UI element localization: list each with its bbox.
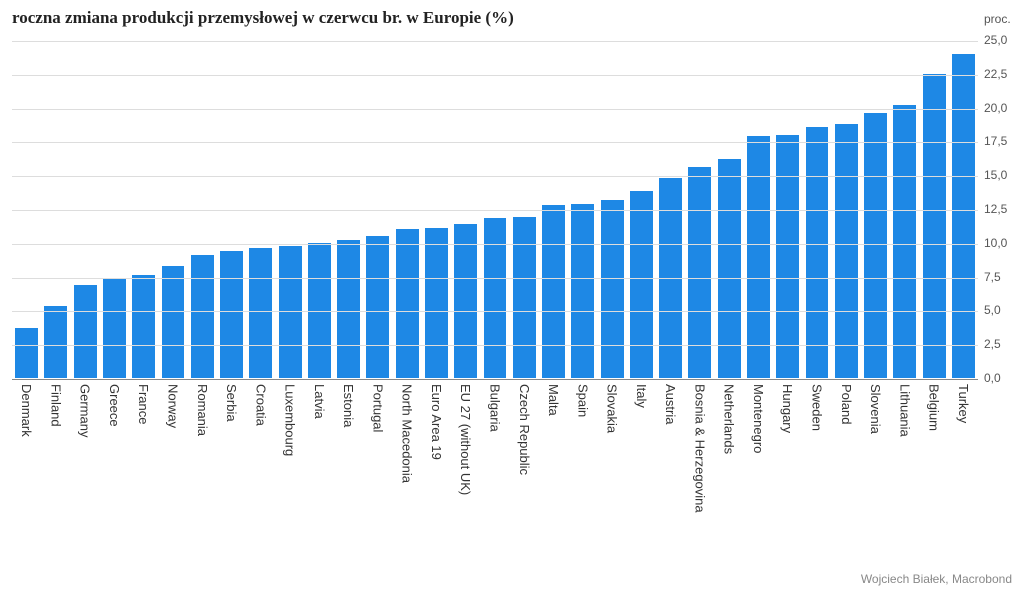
bar	[601, 200, 624, 378]
x-tick-label: Portugal	[370, 384, 385, 432]
x-tick-label: Montenegro	[751, 384, 766, 453]
chart-title: roczna zmiana produkcji przemysłowej w c…	[12, 8, 514, 28]
bar	[366, 236, 389, 378]
y-tick-label: 15,0	[984, 168, 1007, 182]
bar	[571, 204, 594, 378]
bar	[337, 240, 360, 378]
y-tick-label: 22,5	[984, 67, 1007, 81]
bar	[454, 224, 477, 378]
x-tick-label: Latvia	[312, 384, 327, 419]
bar	[513, 217, 536, 378]
grid-line	[12, 41, 978, 42]
bar	[893, 105, 916, 378]
bar	[542, 205, 565, 378]
x-tick-label: Romania	[195, 384, 210, 436]
grid-line	[12, 345, 978, 346]
chart-attribution: Wojciech Białek, Macrobond	[861, 572, 1012, 586]
x-tick-label: Italy	[634, 384, 649, 408]
x-tick-label: Finland	[48, 384, 63, 427]
x-tick-label: Spain	[575, 384, 590, 417]
bar	[103, 278, 126, 378]
grid-line	[12, 142, 978, 143]
x-tick-label: Germany	[78, 384, 93, 437]
x-tick-label: North Macedonia	[400, 384, 415, 483]
x-tick-label: Luxembourg	[283, 384, 298, 456]
bar	[396, 229, 419, 378]
x-tick-label: Bulgaria	[488, 384, 503, 432]
y-tick-label: 12,5	[984, 202, 1007, 216]
x-tick-label: Denmark	[19, 384, 34, 437]
y-tick-label: 10,0	[984, 236, 1007, 250]
y-tick-label: 0,0	[984, 371, 1001, 385]
grid-line	[12, 244, 978, 245]
bar	[425, 228, 448, 378]
x-tick-label: Lithuania	[897, 384, 912, 437]
x-tick-label: Malta	[546, 384, 561, 416]
y-tick-label: 25,0	[984, 33, 1007, 47]
bar	[952, 54, 975, 378]
y-tick-label: 2,5	[984, 337, 1001, 351]
x-tick-label: Slovenia	[868, 384, 883, 434]
y-tick-label: 20,0	[984, 101, 1007, 115]
bar	[747, 136, 770, 378]
bar	[776, 135, 799, 378]
grid-line	[12, 109, 978, 110]
bar	[220, 251, 243, 378]
x-tick-label: Netherlands	[722, 384, 737, 454]
bar	[132, 275, 155, 378]
bar	[484, 218, 507, 378]
grid-line	[12, 210, 978, 211]
bar	[74, 285, 97, 378]
chart-container: roczna zmiana produkcji przemysłowej w c…	[0, 0, 1024, 594]
y-tick-label: 5,0	[984, 303, 1001, 317]
grid-line	[12, 75, 978, 76]
x-tick-label: France	[136, 384, 151, 424]
y-tick-label: 7,5	[984, 270, 1001, 284]
x-tick-label: Bosnia & Herzegovina	[692, 384, 707, 513]
x-tick-label: Croatia	[253, 384, 268, 426]
x-tick-label: Hungary	[780, 384, 795, 433]
bar	[249, 248, 272, 378]
grid-line	[12, 176, 978, 177]
x-tick-label: Sweden	[810, 384, 825, 431]
x-tick-label: Czech Republic	[517, 384, 532, 475]
bar	[688, 167, 711, 378]
y-axis-unit-label: proc.	[984, 12, 1011, 26]
bar	[191, 255, 214, 378]
x-tick-label: Norway	[166, 384, 181, 428]
x-tick-label: Poland	[839, 384, 854, 424]
bar	[806, 127, 829, 378]
grid-line	[12, 278, 978, 279]
bar	[864, 113, 887, 378]
bar	[44, 306, 67, 378]
y-tick-label: 17,5	[984, 134, 1007, 148]
plot-area	[12, 40, 978, 378]
x-tick-label: Turkey	[956, 384, 971, 423]
x-tick-label: Estonia	[341, 384, 356, 427]
bar	[15, 328, 38, 378]
bar	[630, 191, 653, 378]
x-tick-label: Greece	[107, 384, 122, 427]
x-tick-label: Euro Area 19	[429, 384, 444, 460]
bar	[835, 124, 858, 378]
x-tick-label: Belgium	[927, 384, 942, 431]
grid-line	[12, 379, 978, 380]
x-tick-label: Serbia	[224, 384, 239, 422]
grid-line	[12, 311, 978, 312]
x-tick-label: EU 27 (without UK)	[458, 384, 473, 495]
x-tick-label: Austria	[663, 384, 678, 424]
x-tick-label: Slovakia	[605, 384, 620, 433]
bar	[923, 74, 946, 378]
bar	[162, 266, 185, 378]
